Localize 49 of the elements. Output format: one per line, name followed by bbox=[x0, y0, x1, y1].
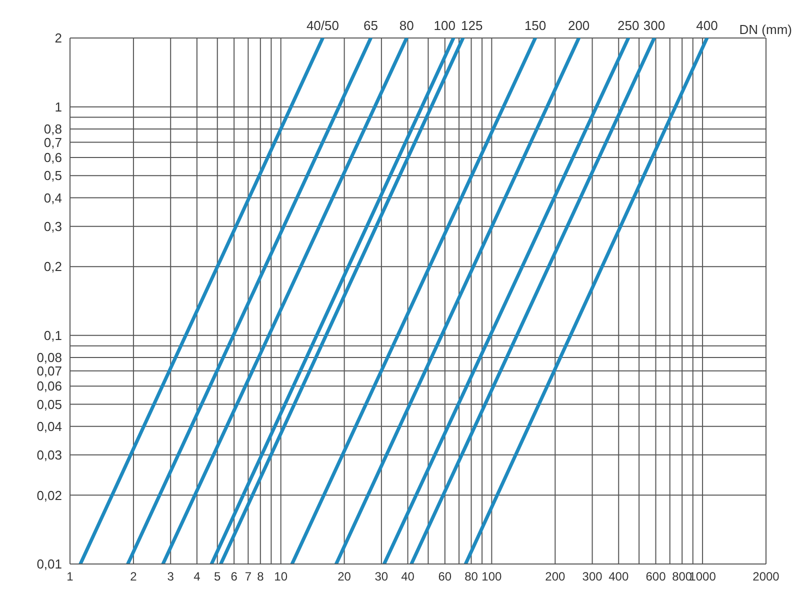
x-tick-label: 200 bbox=[545, 570, 566, 584]
x-tick-label: 4 bbox=[194, 570, 201, 584]
x-tick-label: 1 bbox=[66, 570, 74, 584]
x-tick-label: 80 bbox=[464, 570, 478, 584]
x-tick-label: 400 bbox=[608, 570, 629, 584]
x-tick-label: 100 bbox=[482, 570, 502, 584]
series-label: 400 bbox=[696, 18, 718, 33]
y-tick-label: 0,05 bbox=[36, 396, 62, 412]
y-tick-label: 0,7 bbox=[44, 134, 62, 150]
series-label: 100 bbox=[434, 18, 456, 33]
x-tick-label: 8 bbox=[257, 570, 264, 584]
x-tick-label: 2 bbox=[130, 570, 138, 584]
series-label: 125 bbox=[460, 18, 483, 33]
y-tick-label: 0,1 bbox=[44, 328, 62, 344]
x-tick-label: 7 bbox=[244, 570, 252, 584]
x-tick-label: 10 bbox=[274, 570, 288, 584]
series-label: 200 bbox=[568, 18, 590, 33]
y-tick-label: 0,03 bbox=[36, 448, 62, 463]
x-tick-label: 2000 bbox=[752, 570, 780, 584]
text: DN (mm) bbox=[739, 22, 792, 37]
x-tick-label: 30 bbox=[374, 570, 388, 584]
y-tick-label: 0,6 bbox=[44, 150, 62, 166]
y-tick-label: 0,2 bbox=[44, 259, 62, 274]
x-tick-label: 600 bbox=[646, 570, 666, 584]
x-tick-label: 3 bbox=[167, 570, 174, 584]
x-tick-label: 40 bbox=[401, 570, 415, 584]
series-label: 80 bbox=[399, 18, 414, 33]
y-tick-label: 0,01 bbox=[36, 556, 62, 572]
series-label: 150 bbox=[524, 18, 546, 33]
y-tick-label: 1 bbox=[54, 99, 62, 114]
x-tick-label: 5 bbox=[214, 570, 222, 584]
y-tick-label: 0,8 bbox=[44, 122, 62, 137]
y-tick-label: 0,02 bbox=[36, 488, 62, 503]
y-tick-label: 0,3 bbox=[44, 218, 62, 234]
series-label: 65 bbox=[364, 18, 378, 33]
y-tick-label: 0,07 bbox=[36, 363, 62, 378]
y-tick-label: 0,04 bbox=[36, 418, 62, 434]
series-label: 40/50 bbox=[306, 18, 339, 33]
y-tick-label: 0,4 bbox=[44, 190, 62, 206]
y-tick-label: 0,5 bbox=[44, 168, 62, 184]
x-tick-label: 300 bbox=[582, 570, 603, 584]
series-label: 250 bbox=[618, 18, 640, 33]
x-tick-label: 6 bbox=[230, 570, 238, 584]
x-tick-label: 20 bbox=[338, 570, 352, 584]
series-label: 300 bbox=[643, 18, 666, 33]
x-tick-label: 60 bbox=[438, 570, 452, 584]
y-tick-label: 2 bbox=[54, 30, 62, 46]
y-tick-label: 0,06 bbox=[36, 378, 62, 394]
y-tick-label: 0,08 bbox=[36, 350, 62, 366]
